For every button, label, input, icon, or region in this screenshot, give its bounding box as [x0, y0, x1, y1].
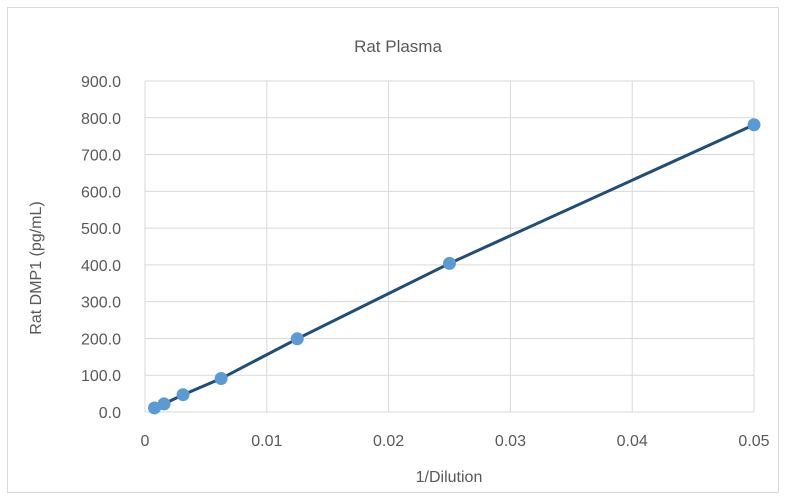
y-tick-label: 200.0 — [81, 331, 121, 348]
y-tick-label: 100.0 — [81, 368, 121, 385]
x-tick-label: 0.05 — [738, 433, 769, 450]
x-axis-label: 1/Dilution — [416, 469, 483, 486]
y-tick-label: 600.0 — [81, 184, 121, 201]
y-tick-label: 800.0 — [81, 111, 121, 128]
y-tick-label: 400.0 — [81, 258, 121, 275]
grid-layer — [144, 80, 755, 413]
x-tick-label: 0 — [141, 433, 150, 450]
data-point — [176, 388, 190, 402]
x-tick-label: 0.02 — [373, 433, 404, 450]
y-tick-label: 700.0 — [81, 148, 121, 165]
data-point — [747, 118, 761, 132]
data-point — [290, 332, 304, 346]
y-tick-label: 0.0 — [99, 405, 121, 422]
data-point — [157, 397, 171, 411]
x-tick-label: 0.04 — [617, 433, 648, 450]
data-point — [214, 372, 228, 386]
y-axis-label: Rat DMP1 (pg/mL) — [28, 201, 45, 334]
x-tick-label: 0.01 — [251, 433, 282, 450]
chart-title: Rat Plasma — [354, 37, 442, 56]
points-layer — [148, 118, 761, 415]
ticks-layer: 0.0100.0200.0300.0400.0500.0600.0700.080… — [81, 74, 770, 450]
y-tick-label: 300.0 — [81, 295, 121, 312]
data-point — [443, 256, 456, 270]
y-tick-label: 900.0 — [81, 74, 121, 91]
x-tick-label: 0.03 — [495, 433, 526, 450]
y-tick-label: 500.0 — [81, 221, 121, 238]
